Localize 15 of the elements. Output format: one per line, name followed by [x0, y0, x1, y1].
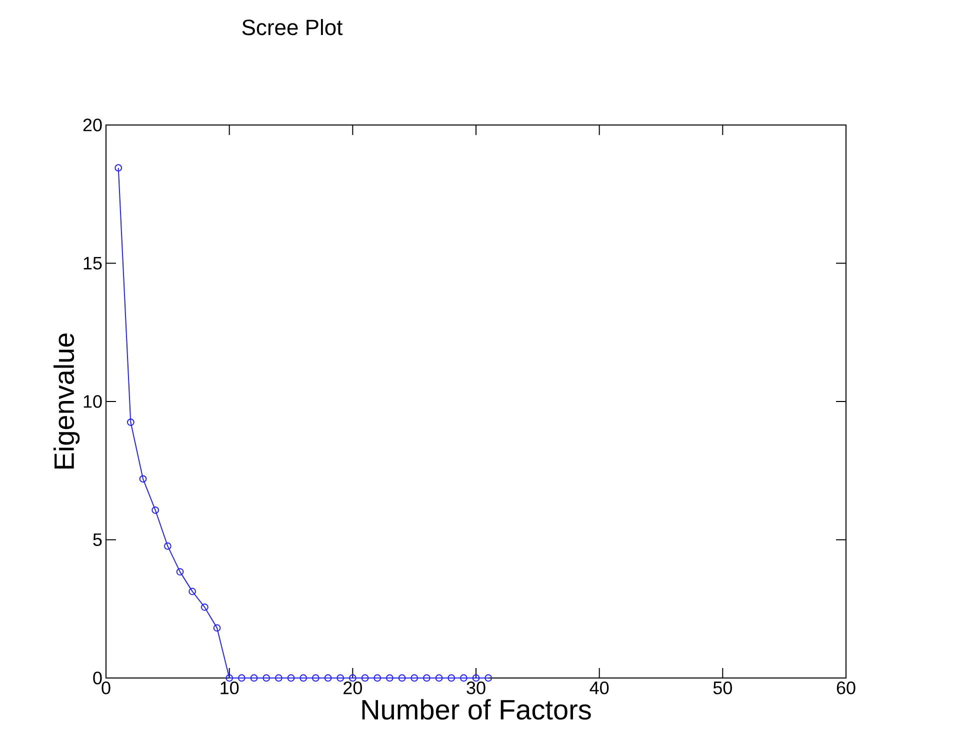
x-tick-label: 0: [102, 682, 110, 694]
y-tick-label: 5: [93, 533, 102, 546]
x-tick-label: 60: [836, 682, 856, 694]
x-tick-label: 20: [344, 682, 362, 694]
y-axis-title: Eigenvalue: [54, 333, 80, 468]
y-tick-label: 0: [93, 672, 102, 684]
x-tick-label: 50: [713, 682, 732, 694]
y-tick-label: 15: [84, 256, 102, 270]
x-tick-label: 30: [466, 682, 486, 694]
x-tick-label: 40: [590, 682, 609, 694]
x-axis-title: Number of Factors: [362, 699, 591, 720]
x-tick-label: 10: [220, 682, 239, 694]
chart-title: Scree Plot: [242, 19, 343, 36]
y-tick-label: 20: [83, 118, 102, 132]
y-tick-label: 10: [84, 395, 102, 408]
